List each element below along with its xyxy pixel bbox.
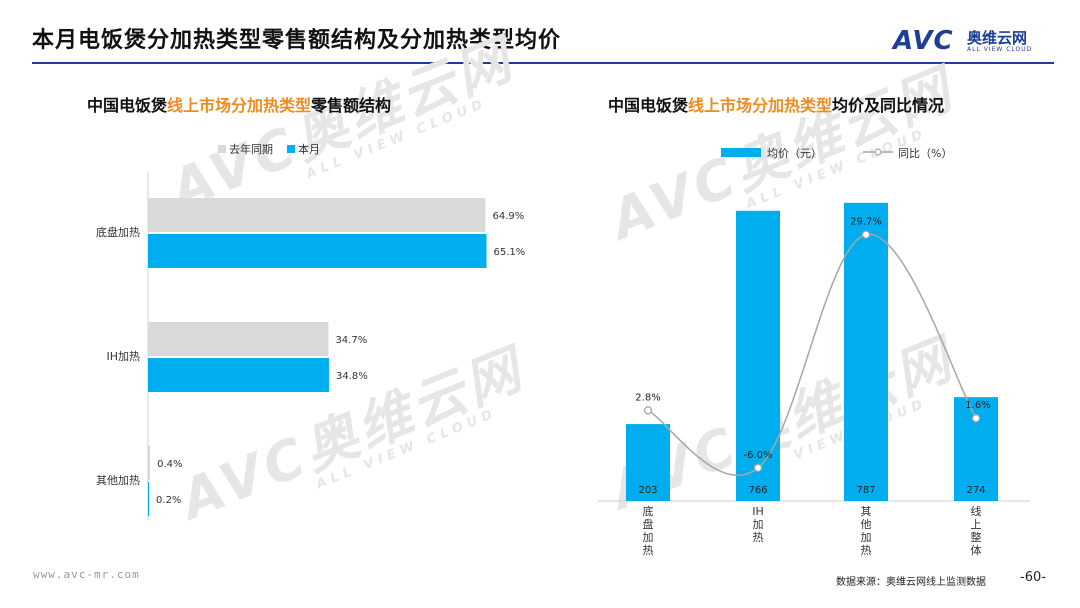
right-legend: 均价（元） 同比（%）	[721, 147, 952, 160]
category-label: 线上整体	[971, 504, 982, 557]
bar-value-label: 203	[638, 485, 657, 496]
logo-cn-text: 奥维云网	[967, 29, 1028, 47]
right-chart-title: 中国电饭煲线上市场分加热类型均价及同比情况	[608, 96, 945, 115]
category-label: 底盘加热	[96, 225, 140, 239]
bar	[148, 198, 486, 232]
footer-url: www.avc-mr.com	[33, 568, 140, 581]
line-value-label: 2.8%	[635, 392, 660, 403]
legend-label: 同比（%）	[898, 147, 952, 160]
legend-label: 均价（元）	[767, 147, 822, 160]
page-number: -60-	[1020, 570, 1046, 585]
category-label: 底盘加热	[643, 504, 654, 557]
data-label: 64.9%	[492, 211, 524, 222]
legend-swatch	[287, 145, 295, 153]
yoy-line	[647, 233, 977, 477]
legend-marker	[874, 148, 882, 156]
bar	[148, 446, 151, 480]
logo-en-text: ALL VIEW CLOUD	[967, 46, 1033, 53]
bar	[626, 424, 670, 501]
bar	[736, 210, 780, 501]
page-title: 本月电饭煲分加热类型零售额结构及分加热类型均价	[32, 28, 562, 53]
bar	[148, 482, 150, 516]
bar-value-label: 787	[856, 485, 875, 496]
right-combo-chart: 均价（元） 同比（%） 203 766 787 274 底盘加热 IH 加热 其他加热 线上整体 2.…	[598, 147, 1030, 557]
line-point	[971, 414, 981, 423]
bar	[148, 322, 329, 356]
line-point	[753, 463, 763, 473]
data-label: 34.7%	[335, 335, 367, 346]
legend-swatch	[721, 148, 761, 157]
line-point	[643, 406, 653, 415]
bar-value-label: 766	[748, 485, 767, 496]
category-label: 其他加热	[861, 505, 872, 557]
legend-label: 去年同期	[229, 142, 273, 156]
line-value-label: -6.0%	[743, 450, 772, 461]
left-legend: 去年同期 本月	[218, 142, 320, 156]
bar-value-label: 274	[966, 485, 985, 496]
avc-logo: AVC 奥维云网 ALL VIEW CLOUD	[893, 26, 1053, 58]
line-point	[861, 230, 871, 239]
legend-label: 本月	[298, 142, 320, 156]
bar	[148, 234, 487, 268]
data-label: 65.1%	[494, 247, 526, 258]
category-label: 其他加热	[96, 474, 140, 487]
bar	[844, 202, 888, 501]
data-source: 数据来源：奥维云网线上监测数据	[836, 577, 986, 588]
title-divider	[32, 62, 1054, 64]
category-label: IH加热	[106, 350, 140, 363]
left-chart-title: 中国电饭煲线上市场分加热类型零售额结构	[87, 96, 392, 115]
line-value-label: 29.7%	[850, 217, 882, 228]
legend-swatch	[218, 145, 226, 153]
line-value-label: 1.6%	[965, 400, 990, 411]
logo-avc-text: AVC	[893, 26, 954, 56]
data-label: 34.8%	[336, 371, 368, 382]
bar	[148, 358, 329, 392]
data-label: 0.2%	[156, 495, 181, 506]
data-label: 0.4%	[157, 459, 182, 470]
